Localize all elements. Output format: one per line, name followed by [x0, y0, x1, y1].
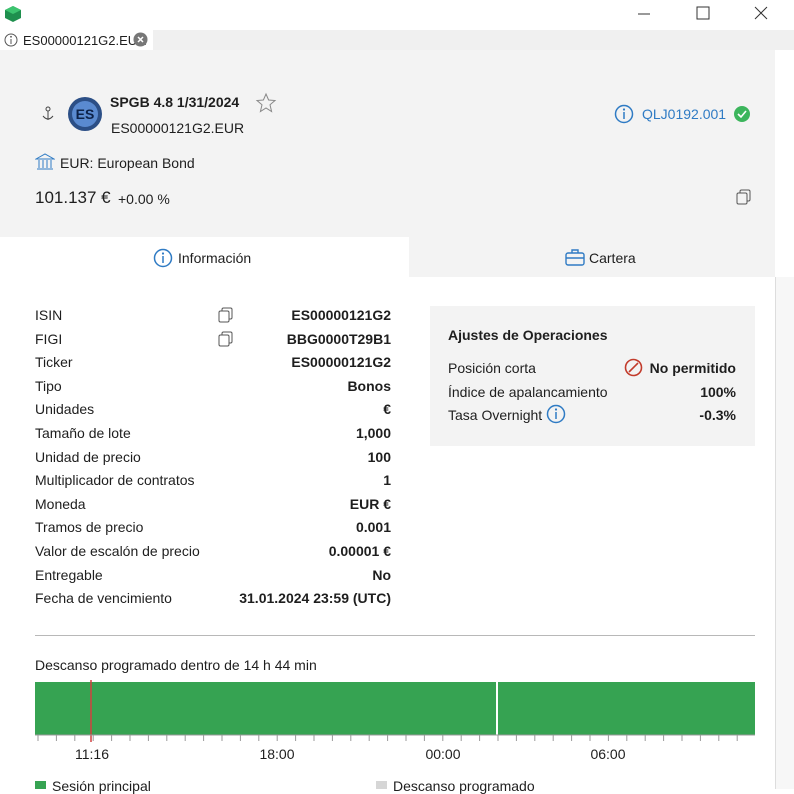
copy-icon[interactable] — [218, 307, 234, 323]
info-label: Ticker — [35, 354, 73, 371]
info-value: 100 — [367, 448, 391, 465]
not-allowed-icon — [624, 358, 643, 377]
info-value: ES00000121G2 — [291, 307, 391, 323]
info-label: Unidades — [35, 401, 95, 418]
info-label: FIGI — [35, 330, 63, 347]
tab-label: ES00000121G2.EUR — [23, 33, 147, 48]
info-label: Entregable — [35, 566, 103, 583]
settings-title: Ajustes de Operaciones — [448, 327, 608, 343]
tab-portfolio-icon — [565, 249, 585, 266]
timeline — [35, 680, 755, 789]
info-value: 0.001 — [355, 519, 391, 536]
info-value: 1 — [383, 472, 391, 489]
setting-value: 100% — [700, 383, 736, 400]
info-value: ES00000121G2 — [291, 354, 391, 371]
info-value: 1,000 — [355, 425, 391, 441]
legend-swatch — [35, 781, 46, 789]
setting-value: No permitido — [649, 360, 736, 376]
divider — [35, 635, 755, 636]
title-bar — [0, 0, 794, 30]
info-label: Moneda — [35, 495, 86, 512]
main-session-bar — [35, 682, 755, 735]
anchor-icon — [42, 106, 54, 120]
tab-label: Cartera — [589, 250, 636, 266]
info-label: Unidad de precio — [35, 448, 141, 465]
setting-label: Posición corta — [448, 360, 536, 376]
window-controls[interactable] — [634, 4, 784, 24]
setting-label: Tasa Overnight — [448, 407, 543, 424]
schedule-text: Descanso programado dentro de 14 h 44 mi… — [35, 657, 317, 673]
badge-circle — [68, 97, 102, 131]
setting-label: Índice de apalancamiento — [448, 383, 608, 400]
info-label: Tramos de precio — [35, 519, 144, 536]
tab-info-icon — [153, 248, 173, 268]
account[interactable]: QLJ0192.001 — [642, 106, 727, 122]
info-label: ISIN — [35, 307, 63, 323]
info-label: Tipo — [35, 377, 62, 394]
copy-icon[interactable] — [218, 331, 234, 347]
tab-label: Información — [178, 250, 252, 266]
info-icon — [4, 33, 18, 47]
info-value: Bonos — [347, 377, 391, 394]
overnight-info-icon[interactable] — [546, 404, 566, 424]
tab-inactive[interactable] — [409, 237, 775, 277]
exchange-icon — [35, 153, 55, 170]
info-value: No — [372, 566, 391, 583]
info-value: 31.01.2024 23:59 (UTC) — [239, 590, 391, 607]
change: +0.00 % — [118, 191, 170, 207]
time-label: 00:00 — [425, 746, 461, 762]
legend-label: Sesión principal — [52, 778, 151, 794]
info-label: Fecha de vencimiento — [35, 590, 172, 607]
info-value: EUR € — [349, 495, 391, 512]
settings-panel — [430, 306, 755, 446]
setting-value: -0.3% — [699, 407, 736, 424]
info-label: Tamaño de lote — [35, 425, 131, 441]
info-label: Valor de escalón de precio — [35, 543, 200, 559]
account-info-icon[interactable] — [614, 104, 634, 124]
info-value: BBG0000T29B1 — [286, 330, 391, 347]
exchange: EUR: European Bond — [60, 155, 195, 171]
info-value: € — [383, 401, 391, 418]
badge: ES — [75, 106, 95, 122]
info-label: Multiplicador de contratos — [35, 472, 195, 489]
doc-tab[interactable] — [0, 30, 153, 50]
instrument-isin: ES00000121G2.EUR — [111, 120, 245, 136]
tab-active[interactable] — [0, 237, 409, 277]
legend-swatch — [376, 781, 387, 789]
instrument-title: SPGB 4.8 1/31/2024 — [110, 94, 240, 110]
tab-strip — [0, 30, 794, 50]
info-value: 0.00001 € — [328, 543, 391, 559]
copy-icon[interactable] — [736, 189, 752, 205]
time-label: 06:00 — [590, 746, 626, 762]
side-edge — [775, 277, 794, 789]
status-check — [734, 106, 750, 122]
app-icon — [5, 6, 21, 22]
price: 101.137 € — [35, 188, 111, 207]
time-label: 18:00 — [259, 746, 295, 762]
time-label: 11:16 — [75, 746, 109, 762]
legend-label: Descanso programado — [393, 778, 535, 794]
favorite-star[interactable] — [255, 92, 277, 114]
header — [0, 50, 775, 237]
close-tab[interactable] — [133, 32, 148, 47]
